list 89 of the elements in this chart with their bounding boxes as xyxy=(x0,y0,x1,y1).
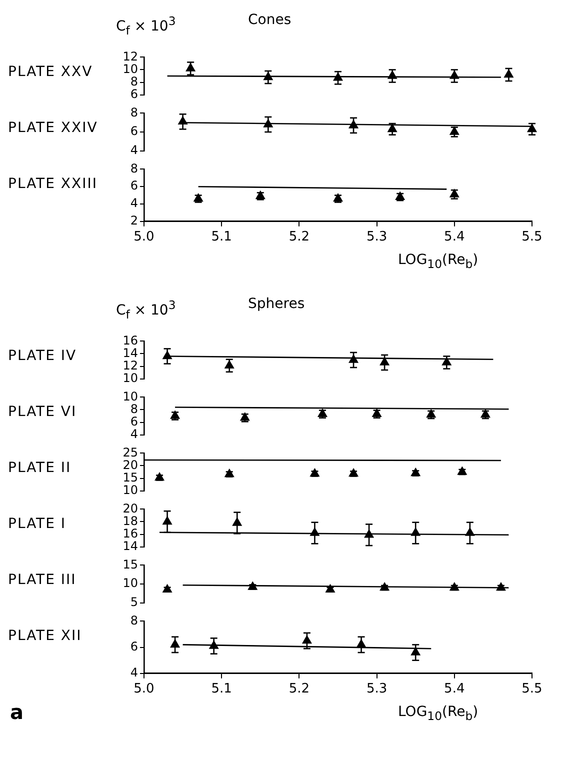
y-tick-label: 8 xyxy=(130,105,138,120)
x-tick-label: 5.2 xyxy=(288,682,310,697)
point xyxy=(302,636,312,644)
x-tick-label: 5.3 xyxy=(366,682,388,697)
point xyxy=(186,63,196,72)
point xyxy=(388,70,397,79)
y-tick-label: 12 xyxy=(122,358,138,372)
point xyxy=(356,640,366,648)
x-tick-label: 5.0 xyxy=(134,682,154,697)
point xyxy=(442,357,452,366)
y-tick-label: 16 xyxy=(122,333,138,348)
x-axis-title: LOG$_{10}$(Re$_{b}$) xyxy=(398,252,478,271)
point xyxy=(162,351,172,360)
point xyxy=(162,516,172,525)
x-tick-label: 5.1 xyxy=(211,682,232,697)
x-tick-label: 5.4 xyxy=(444,682,465,697)
y-tick-label: 6 xyxy=(130,124,138,138)
y-tick-label: 6 xyxy=(130,639,138,654)
point xyxy=(209,640,218,649)
point xyxy=(170,640,180,648)
x-tick-label: 5.1 xyxy=(211,230,232,245)
point xyxy=(364,530,374,538)
x-axis-title: LOG$_{10}$(Re$_{b}$) xyxy=(398,704,478,723)
x-tick-label: 5.0 xyxy=(134,230,154,245)
y-tick-label: 4 xyxy=(130,142,138,157)
y-tick-label: 8 xyxy=(130,613,138,628)
y-axis-title: PLATE II xyxy=(8,460,72,476)
y-tick-label: 15 xyxy=(122,557,138,572)
point xyxy=(450,126,459,135)
y-tick-label: 6 xyxy=(130,178,138,193)
point xyxy=(224,360,234,369)
y-tick-label: 2 xyxy=(130,214,138,228)
chart-title: Spheres xyxy=(248,296,305,312)
y-tick-label: 6 xyxy=(130,414,138,428)
y-tick-label: 4 xyxy=(130,666,138,680)
point xyxy=(310,528,320,536)
y-tick-label: 4 xyxy=(130,196,138,210)
y-tick-label: 8 xyxy=(130,402,138,416)
x-tick-label: 5.5 xyxy=(522,230,542,245)
y-tick-label: 10 xyxy=(122,389,138,404)
y-axis-title: PLATE XXV xyxy=(8,64,93,80)
y-axis-title: PLATE XXIII xyxy=(8,176,98,192)
y-tick-label: 14 xyxy=(122,538,138,553)
y-tick-label: 14 xyxy=(122,346,138,360)
chart-title: Cones xyxy=(248,12,292,28)
y-axis-title: PLATE XXIV xyxy=(8,120,98,136)
y-tick-label: 12 xyxy=(122,49,138,64)
text: C$_{f}$ × 10$^{3}$ xyxy=(116,14,176,38)
point xyxy=(450,70,459,79)
x-tick-label: 5.5 xyxy=(522,682,542,697)
y-axis-title: PLATE I xyxy=(8,516,66,532)
point xyxy=(411,528,420,536)
point xyxy=(264,72,273,80)
y-axis-title: PLATE IV xyxy=(8,348,77,364)
point xyxy=(348,120,358,128)
point xyxy=(465,528,474,536)
y-tick-label: 25 xyxy=(122,445,138,460)
point xyxy=(264,119,273,128)
y-tick-label: 10 xyxy=(122,62,138,76)
point xyxy=(388,124,397,132)
point xyxy=(411,647,420,656)
point xyxy=(527,124,537,132)
y-tick-label: 5 xyxy=(130,594,138,609)
y-tick-label: 8 xyxy=(130,74,138,88)
y-tick-label: 10 xyxy=(122,576,138,590)
y-tick-label: 15 xyxy=(122,470,138,484)
x-tick-label: 5.3 xyxy=(366,230,388,245)
y-tick-label: 18 xyxy=(122,514,138,528)
x-tick-label: 5.2 xyxy=(288,230,310,245)
y-tick-label: 10 xyxy=(122,482,138,497)
y-tick-label: 20 xyxy=(122,501,138,516)
y-tick-label: 10 xyxy=(122,370,138,385)
point xyxy=(232,518,242,526)
text: a xyxy=(10,700,24,724)
y-axis-title: PLATE VI xyxy=(8,404,77,420)
text: C$_{f}$ × 10$^{3}$ xyxy=(116,298,176,322)
y-tick-label: 16 xyxy=(122,526,138,540)
point xyxy=(178,116,188,125)
y-tick-label: 4 xyxy=(130,426,138,441)
point xyxy=(348,354,358,363)
y-tick-label: 6 xyxy=(130,86,138,101)
point xyxy=(380,357,390,366)
x-tick-label: 5.4 xyxy=(444,230,465,245)
y-tick-label: 8 xyxy=(130,161,138,176)
point xyxy=(504,70,514,78)
point xyxy=(333,72,343,81)
y-axis-title: PLATE XII xyxy=(8,628,82,644)
y-tick-label: 20 xyxy=(122,458,138,472)
y-axis-title: PLATE III xyxy=(8,572,76,588)
